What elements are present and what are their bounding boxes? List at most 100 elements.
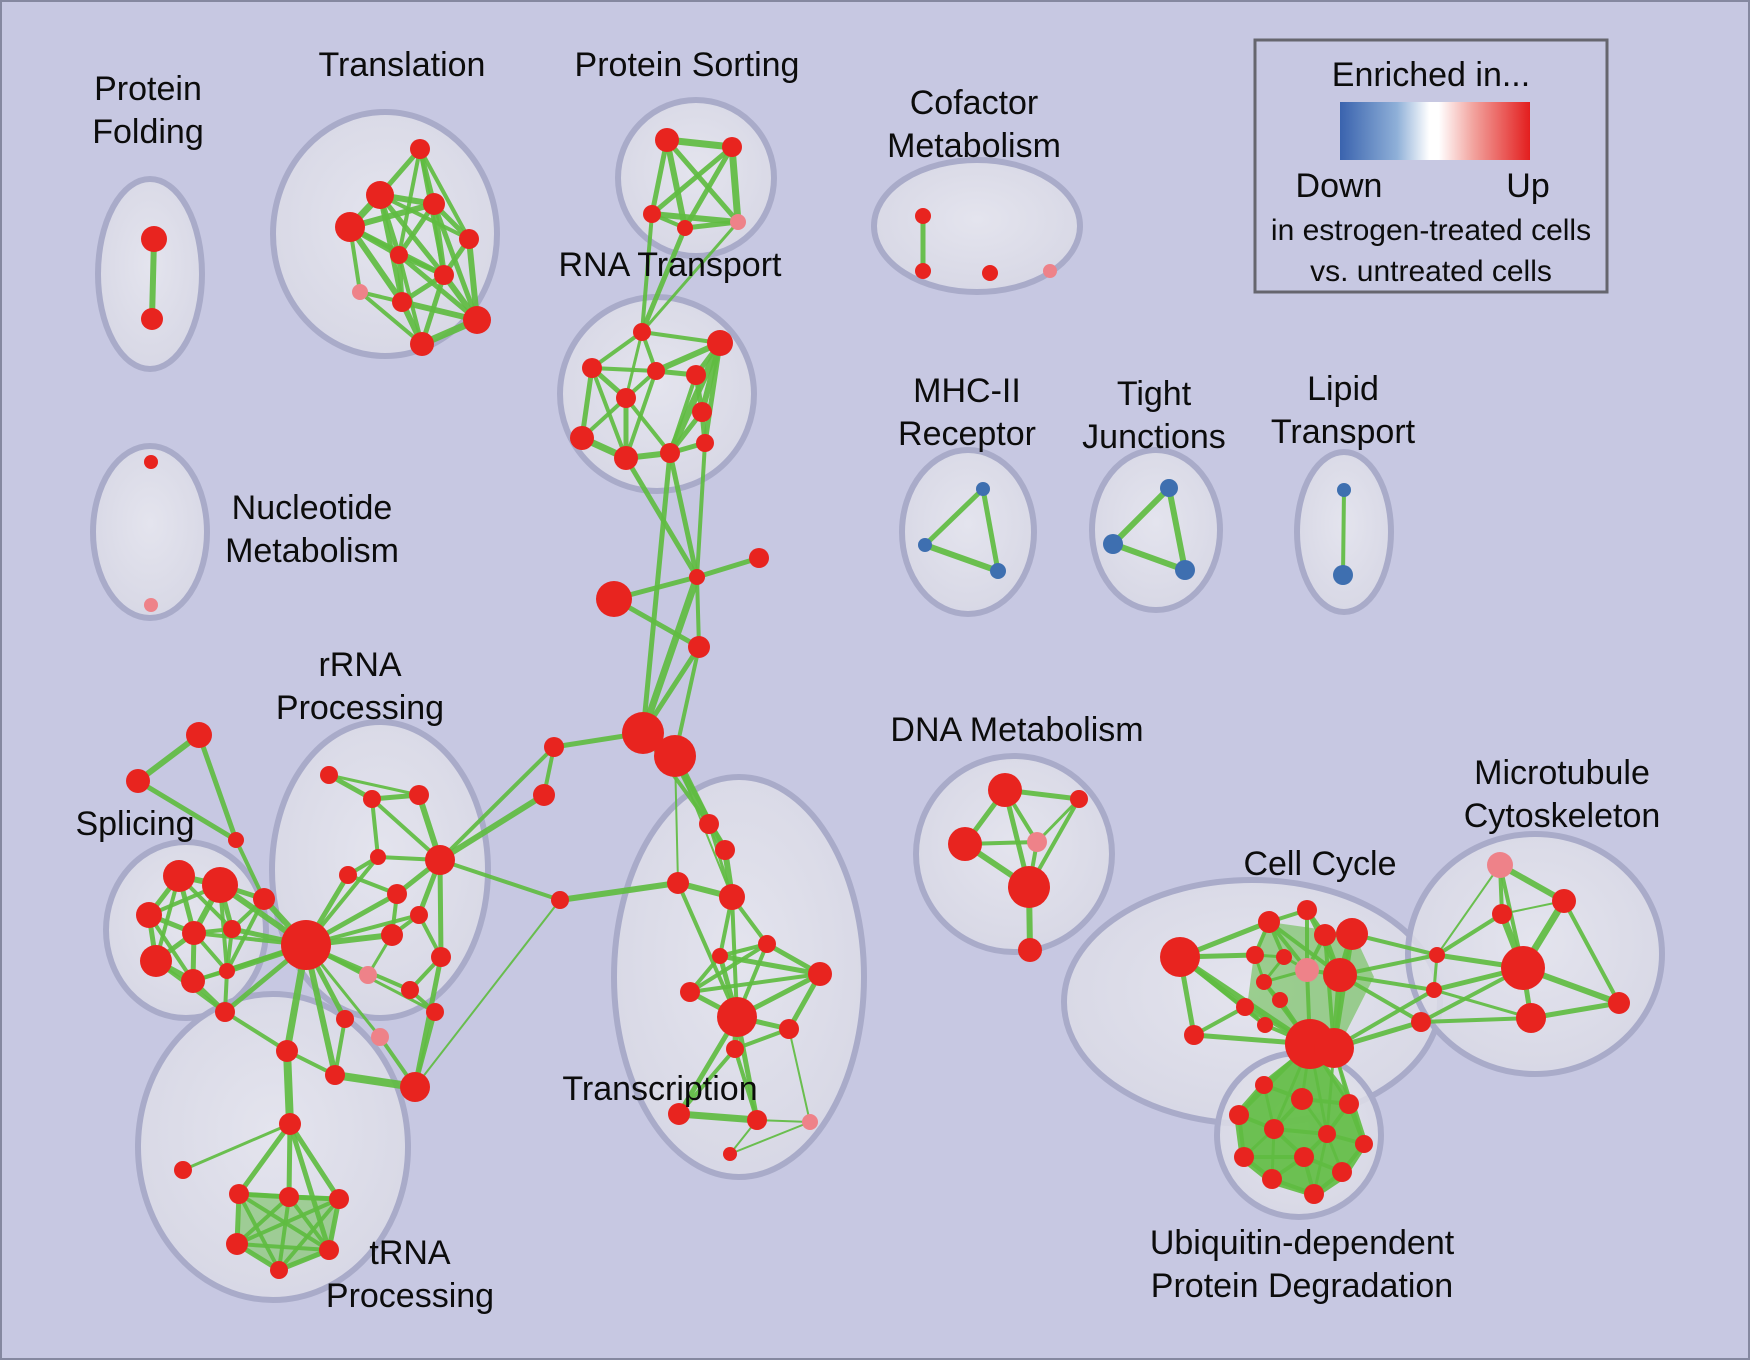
edge-tn6-tn7 [235,1197,341,1246]
node-mj2 [1426,982,1442,998]
node-dm4 [1070,790,1088,808]
node-sp10 [253,888,275,910]
cluster-label-trna-processing-line1: tRNA [369,1234,451,1272]
node-ps2 [722,137,742,157]
edge-tn5-tn7 [235,1195,291,1246]
node-tn3 [174,1161,192,1179]
edge-ps1-ps4 [664,137,688,231]
legend-caption-line2: vs. untreated cells [1310,255,1552,288]
node-sp3 [136,902,162,928]
node-lt1 [1337,483,1351,497]
node-rr6 [387,884,407,904]
node-rt3 [582,358,602,378]
node-tc2 [715,840,735,860]
edge-tl1-tl5 [418,147,471,241]
edge-mh1-mh3 [980,486,1001,574]
edge-tc9-tc13 [788,1028,811,1123]
edge-ps3-rt1 [640,212,654,334]
node-rb1 [325,1065,345,1085]
node-rr3 [409,785,429,805]
node-mj1 [1429,947,1445,963]
node-cc4 [1314,924,1336,946]
node-tc12 [747,1110,767,1130]
node-cn3 [749,548,769,568]
edge-ps4-ps5 [682,219,741,231]
edge-rr7-rr11 [437,857,444,960]
edge-tc6-tc8 [717,953,823,977]
node-cf4 [1043,264,1057,278]
edge-t1-t3 [196,732,239,843]
node-ub5 [1264,1119,1284,1139]
edge-tc10-tc12 [733,1047,759,1122]
node-rr8 [381,924,403,946]
node-tl3 [423,193,445,215]
cluster-label-trna-processing-line2: Processing [326,1277,494,1315]
node-cc1 [1160,937,1200,977]
node-sp8 [219,963,235,979]
edge-tc7-tc8 [688,972,822,994]
node-sp9 [215,1002,235,1022]
cluster-label-translation: Translation [319,46,486,84]
cluster-labels-layer: Protein Folding Translation Protein Sorting… [75,46,1660,1315]
cluster-nucleotide-metabolism [90,443,210,621]
node-rr14 [336,1010,354,1028]
cluster-label-splicing: Splicing [75,805,194,843]
node-tn6 [329,1189,349,1209]
edge-mh2-mh3 [922,542,1001,574]
node-rt9 [614,446,638,470]
node-rrh [281,920,331,970]
node-tch [717,997,757,1037]
node-rr12 [401,981,419,999]
node-tn9 [270,1261,288,1279]
node-cc14 [1184,1025,1204,1045]
cluster-label-tight-junctions-line1: Tight [1117,375,1192,413]
node-rr10 [359,966,377,984]
edge-ps1-ps5 [664,137,741,225]
node-rr5 [339,866,357,884]
node-mh2 [918,538,932,552]
cluster-label-cell-cycle: Cell Cycle [1243,845,1396,883]
edge-ps1-ps3 [649,137,670,217]
node-cc10 [1256,974,1272,990]
cluster-label-rrna-processing-line2: Processing [276,689,444,727]
legend-gradient-bar [1340,102,1530,160]
node-rr1 [320,766,338,784]
node-tl5 [459,229,479,249]
node-mh3 [990,563,1006,579]
cluster-label-lipid-transport-line1: Lipid [1307,370,1379,408]
node-tl6 [390,246,408,264]
edge-tc5-tc7 [688,942,769,994]
node-rt2 [707,330,733,356]
edge-t2-t3 [135,778,239,843]
node-nm2 [144,598,158,612]
edge-tj2-tj3 [1110,541,1188,573]
edge-tn6-tn9 [277,1197,341,1272]
node-tj3 [1175,560,1195,580]
cluster-label-dna-metabolism: DNA Metabolism [890,711,1143,749]
edge-rt11-cn2 [695,441,707,579]
cluster-mhc-ii-receptor [899,447,1037,617]
node-lt2 [1333,565,1353,585]
node-t2 [126,769,150,793]
node-ps5 [730,214,746,230]
edge-rt6-rt10 [624,396,672,455]
legend-caption-line1: in estrogen-treated cells [1271,214,1591,247]
node-tc3 [667,872,689,894]
cluster-translation [270,109,500,359]
node-rt8 [570,426,594,450]
node-dm3 [1027,832,1047,852]
node-cf3 [982,265,998,281]
cluster-label-cofactor-metabolism-line2: Metabolism [887,127,1061,165]
node-tl8 [352,284,368,300]
node-nm1 [144,455,158,469]
node-cn1 [596,581,632,617]
node-ub1 [1255,1076,1273,1094]
node-rr7 [425,845,455,875]
cluster-label-microtubule-cytoskeleton-line2: Cytoskeleton [1464,797,1661,835]
node-cf1 [915,208,931,224]
node-rr11 [431,947,451,967]
node-tn4 [229,1184,249,1204]
node-mh1 [976,482,990,496]
cluster-label-cofactor-metabolism-line1: Cofactor [910,84,1039,122]
node-rt1 [633,323,651,341]
